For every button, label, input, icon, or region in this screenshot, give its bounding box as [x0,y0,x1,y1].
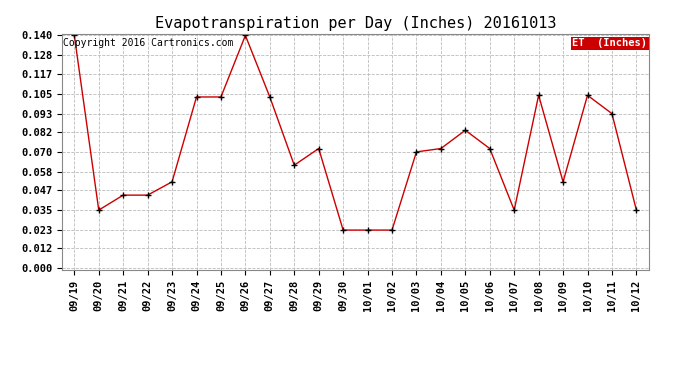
Title: Evapotranspiration per Day (Inches) 20161013: Evapotranspiration per Day (Inches) 2016… [155,16,556,31]
Text: Copyright 2016 Cartronics.com: Copyright 2016 Cartronics.com [63,39,234,48]
Text: ET  (Inches): ET (Inches) [573,39,647,48]
